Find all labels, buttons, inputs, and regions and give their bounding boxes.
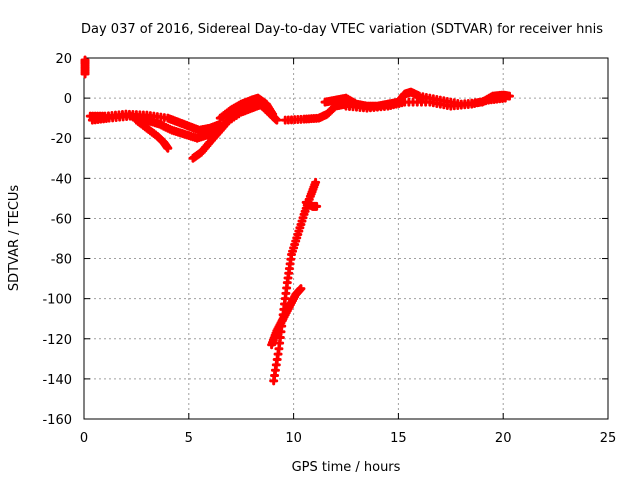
data-point xyxy=(312,201,322,211)
series-baseline-c xyxy=(131,115,173,153)
data-point xyxy=(163,143,173,153)
data-point xyxy=(296,284,306,294)
series-late-a xyxy=(280,99,351,125)
y-axis-label: SDTVAR / TECUs xyxy=(7,185,22,292)
y-tick-label: -80 xyxy=(51,253,72,268)
y-tick-label: -120 xyxy=(42,333,72,348)
series-drop-c xyxy=(301,197,322,211)
data-point xyxy=(80,69,90,79)
y-tick-label: 0 xyxy=(64,92,72,107)
series-late-c xyxy=(341,93,510,113)
y-axis: 20 0 -20 -40 -60 -80 -100 -120 -140 -160 xyxy=(42,52,608,428)
series-hump-e xyxy=(215,95,282,125)
y-tick-label: -60 xyxy=(51,212,72,227)
x-tick-label: 10 xyxy=(285,431,302,446)
x-tick-label: 15 xyxy=(390,431,407,446)
chart-title: Day 037 of 2016, Sidereal Day-to-day VTE… xyxy=(81,22,603,37)
y-tick-label: -100 xyxy=(42,293,72,308)
plot-frame xyxy=(83,57,609,420)
x-axis-label: GPS time / hours xyxy=(292,460,401,475)
series-layer xyxy=(80,55,514,386)
data-point xyxy=(500,93,510,103)
series-early-spike xyxy=(80,55,90,79)
x-tick-label: 20 xyxy=(495,431,512,446)
x-tick-label: 5 xyxy=(185,431,193,446)
x-tick-label: 25 xyxy=(600,431,617,446)
y-tick-label: 20 xyxy=(55,52,72,67)
x-tick-label: 0 xyxy=(80,431,88,446)
y-tick-label: -160 xyxy=(42,413,72,428)
series-drop-b xyxy=(267,284,306,350)
grid xyxy=(84,58,608,419)
y-tick-label: -40 xyxy=(51,172,72,187)
series-drop-a xyxy=(269,177,321,386)
data-point xyxy=(311,177,321,187)
y-tick-label: -20 xyxy=(51,132,72,147)
data-point xyxy=(272,115,282,125)
y-tick-label: -140 xyxy=(42,373,72,388)
